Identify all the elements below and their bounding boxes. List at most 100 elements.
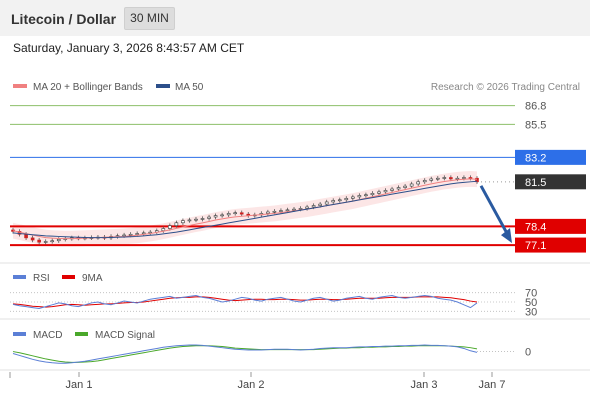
- candle-body: [429, 178, 434, 181]
- candle-body: [377, 191, 381, 194]
- ma50-legend-label: MA 50: [175, 82, 204, 93]
- level-label-bg-81.5: [515, 174, 586, 190]
- x-tick-label: Jan 3: [411, 379, 438, 391]
- x-tick-label: Jan 1: [66, 379, 93, 391]
- candle-body: [220, 214, 224, 217]
- x-tick-label: Jan 2: [238, 379, 265, 391]
- level-label-85.5: 85.5: [525, 119, 546, 131]
- macd-line: [12, 344, 478, 364]
- macd-signal-line: [12, 345, 478, 363]
- candle-body: [207, 216, 211, 219]
- bollinger-band: [13, 171, 477, 247]
- level-label-bg-83.2: [515, 149, 586, 165]
- candle-body: [298, 208, 303, 210]
- level-label-86.8: 86.8: [525, 101, 546, 113]
- candle-body: [37, 239, 41, 243]
- candle-body: [135, 233, 139, 235]
- candle-body: [383, 190, 388, 193]
- level-label-bg-78.4: [515, 218, 586, 234]
- interval-badge[interactable]: 30 MIN: [124, 7, 175, 30]
- candle-body: [318, 203, 322, 206]
- candle-body: [30, 237, 35, 241]
- candle-body: [370, 193, 375, 196]
- candle-body: [331, 200, 336, 203]
- candle-body: [475, 177, 479, 183]
- rsi-tick-label-50: 50: [525, 297, 537, 309]
- x-tick-label: Jan 7: [479, 379, 506, 391]
- candle-body: [174, 222, 179, 226]
- candle-body: [409, 183, 414, 187]
- candle-body: [128, 233, 133, 236]
- rsi-legend-label: RSI: [33, 273, 50, 284]
- candle-body: [50, 240, 55, 243]
- candle-body: [364, 194, 368, 197]
- level-label-77.1: 77.1: [525, 240, 546, 252]
- macd-signal-legend-label: MACD Signal: [95, 330, 155, 341]
- macd-tick-label-0: 0: [525, 347, 531, 359]
- rsi-tick-label-30: 30: [525, 306, 537, 318]
- candle-body: [266, 211, 270, 214]
- candle-body: [168, 225, 172, 229]
- level-label-78.4: 78.4: [525, 221, 546, 233]
- candle-body: [200, 218, 205, 220]
- candle-body: [141, 232, 146, 235]
- macd-legend-label: MACD: [33, 330, 62, 341]
- header-bar: Litecoin / Dollar 30 MIN: [0, 0, 590, 36]
- candle-body: [311, 205, 316, 208]
- candle-body: [435, 177, 440, 180]
- candle-body: [396, 187, 401, 190]
- candle-body: [285, 209, 290, 212]
- candle-body: [324, 201, 329, 205]
- candle-body: [226, 213, 231, 216]
- projection-arrow-head: [501, 228, 512, 244]
- candle-body: [468, 177, 473, 179]
- ma20-legend-label: MA 20 + Bollinger Bands: [33, 82, 143, 93]
- candle-body: [56, 239, 61, 242]
- candle-body: [43, 241, 48, 243]
- candle-body: [213, 215, 218, 218]
- candle-body: [305, 206, 309, 209]
- macd-legend-swatch: [13, 332, 26, 336]
- ma20-legend-swatch: [13, 84, 27, 88]
- candle-body: [292, 208, 296, 211]
- projection-arrow-shaft: [479, 185, 511, 238]
- candle-body: [416, 181, 420, 185]
- candle-body: [161, 228, 166, 231]
- candle-body: [181, 220, 185, 224]
- instrument-title: Litecoin / Dollar: [11, 11, 117, 27]
- macd-panel: 0: [12, 344, 531, 364]
- candle-body: [462, 177, 466, 179]
- ma50-line: [12, 180, 478, 239]
- level-label-83.2: 83.2: [525, 152, 546, 164]
- candle-body: [194, 218, 198, 221]
- candle-body: [390, 188, 394, 191]
- candle-body: [239, 212, 244, 215]
- candle-body: [337, 199, 342, 202]
- macd-signal-legend-swatch: [75, 332, 88, 336]
- rsi-tick-label-70: 70: [525, 288, 537, 300]
- candle-body: [272, 210, 277, 213]
- timestamp: Saturday, January 3, 2026 8:43:57 AM CET: [13, 41, 245, 55]
- candle-body: [442, 177, 447, 179]
- ma50-legend-swatch: [156, 84, 170, 88]
- candle-body: [455, 177, 460, 180]
- credit-label: Research © 2026 Trading Central: [431, 82, 580, 93]
- price-panel: 86.8 85.5 83.2 81.5 78.4 77.1: [10, 101, 586, 253]
- level-label-bg-77.1: [515, 237, 586, 253]
- candle-body: [351, 196, 355, 199]
- rsi-ma-legend-label: 9MA: [82, 273, 103, 284]
- candle-body: [403, 185, 407, 188]
- candle-body: [357, 195, 362, 198]
- candle-body: [279, 210, 283, 212]
- candle-body: [24, 233, 28, 239]
- candle-body: [422, 180, 427, 183]
- rsi-line: [12, 294, 478, 310]
- rsi-ma-legend-swatch: [62, 275, 75, 279]
- level-label-81.5: 81.5: [525, 177, 546, 189]
- candle-body: [187, 219, 192, 222]
- x-axis: Jan 1 Jan 2 Jan 3 Jan 7: [66, 372, 506, 391]
- candle-body: [344, 198, 349, 201]
- candle-body: [233, 212, 237, 215]
